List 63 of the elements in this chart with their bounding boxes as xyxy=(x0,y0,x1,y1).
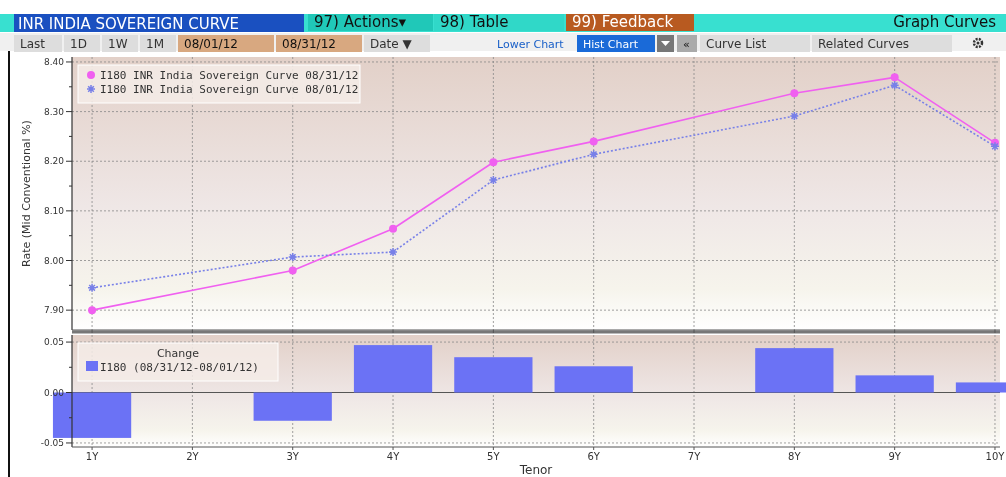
text: Last xyxy=(20,37,46,51)
y-tick-label: 8.20 xyxy=(43,156,65,167)
point xyxy=(388,247,398,257)
x-tick-label: 6Y xyxy=(587,451,601,462)
text: 08/01/12 xyxy=(184,37,238,51)
point xyxy=(889,80,900,91)
point xyxy=(790,89,799,98)
text: Related Curves xyxy=(818,37,910,51)
x-tick-label: 9Y xyxy=(888,451,902,462)
point xyxy=(890,73,899,82)
text: 98) Table xyxy=(440,13,509,31)
y-tick-label: 8.10 xyxy=(43,206,65,217)
text: Hist Chart xyxy=(583,38,639,51)
legend-label: I180 INR India Sovereign Curve 08/01/12 xyxy=(100,83,359,96)
bar xyxy=(755,348,834,393)
x-tick-label: 7Y xyxy=(687,451,702,462)
y-tick-label: 0.05 xyxy=(43,337,64,348)
x-tick-label: 1Y xyxy=(85,451,100,462)
x-tick-label: 3Y xyxy=(286,451,300,462)
y-axis-title: Rate (Mid Conventional %) xyxy=(20,120,33,267)
legend-label: I180 (08/31/12-08/01/12) xyxy=(100,361,259,374)
text: Graph Curves xyxy=(893,13,997,31)
text: 08/31/12 xyxy=(282,37,336,51)
point xyxy=(589,137,598,146)
x-tick-label: 10Y xyxy=(985,451,1006,462)
y-tick-label: 8.30 xyxy=(43,106,65,117)
point xyxy=(488,175,499,185)
bar xyxy=(253,392,332,421)
x-tick-label: 4Y xyxy=(386,451,401,462)
x-tick-label: 5Y xyxy=(487,451,501,462)
point xyxy=(288,266,297,275)
text: « xyxy=(683,38,690,51)
point xyxy=(389,224,398,233)
x-axis-title: Tenor xyxy=(518,463,553,477)
text: 1M xyxy=(146,37,164,51)
text: 97) Actions▾ xyxy=(314,13,407,31)
y-tick-label: 7.90 xyxy=(43,305,65,316)
bar xyxy=(353,345,433,393)
x-tick-label: 8Y xyxy=(788,451,802,462)
bar xyxy=(554,366,633,393)
chart-title: INR INDIA SOVEREIGN CURVE xyxy=(18,15,240,33)
legend-label: I180 INR India Sovereign Curve 08/31/12 xyxy=(100,69,359,82)
point xyxy=(789,111,800,121)
bar xyxy=(454,357,533,393)
point xyxy=(88,306,97,315)
text: Curve List xyxy=(706,37,767,51)
text: 1D xyxy=(70,37,87,51)
point xyxy=(287,252,298,262)
legend-title: Change xyxy=(156,347,200,360)
text: 1W xyxy=(108,37,128,51)
y-tick-label: 0.00 xyxy=(43,387,65,398)
x-tick-label: 2Y xyxy=(186,451,200,462)
y-tick-label: -0.05 xyxy=(40,438,64,449)
text: 99) Feedback xyxy=(572,13,674,31)
y-tick-label: 8.40 xyxy=(43,57,65,68)
point xyxy=(87,283,97,293)
point xyxy=(588,149,599,160)
y-tick-label: 8.00 xyxy=(43,255,65,266)
text: Date ▼ xyxy=(370,37,413,51)
bar xyxy=(855,375,934,393)
point xyxy=(990,141,1000,152)
text: Lower Chart xyxy=(497,38,565,51)
point xyxy=(489,158,498,167)
